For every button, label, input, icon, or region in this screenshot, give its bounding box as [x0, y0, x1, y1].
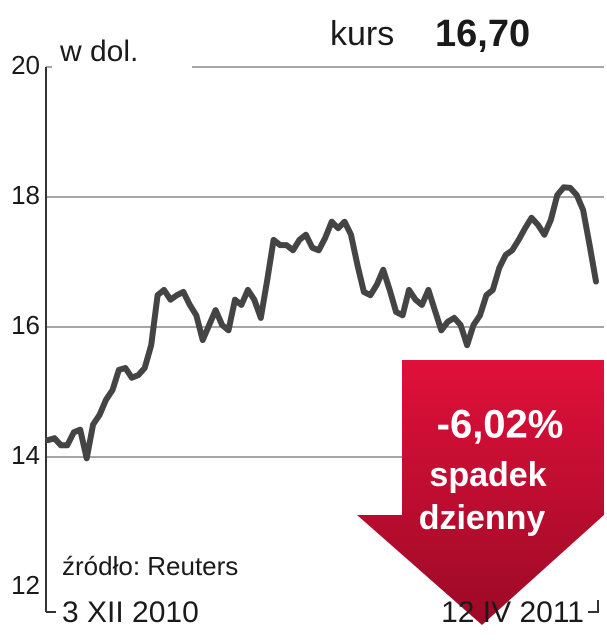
y-tick-label: 16: [11, 310, 40, 340]
down-arrow: [357, 360, 604, 625]
source: źródło: Reuters: [62, 551, 238, 581]
x-tick-label: 3 XII 2010: [62, 596, 199, 629]
change: -6,02%: [437, 403, 564, 447]
y-tick-label: 18: [11, 180, 40, 210]
y-tick-label: 20: [11, 50, 40, 80]
label-bg: [52, 38, 192, 78]
y-unit: w dol.: [59, 35, 138, 68]
price-label: kurs: [330, 15, 394, 53]
x-bracket: [588, 600, 599, 613]
y-tick-label: 12: [11, 570, 40, 600]
x-tick-label: 12 IV 2011: [441, 596, 584, 629]
price: 16,70: [435, 13, 530, 55]
price-line: [45, 184, 599, 462]
change-text: spadek: [429, 456, 546, 494]
y-tick-label: 14: [11, 440, 40, 470]
change-text: dzienny: [419, 499, 546, 537]
